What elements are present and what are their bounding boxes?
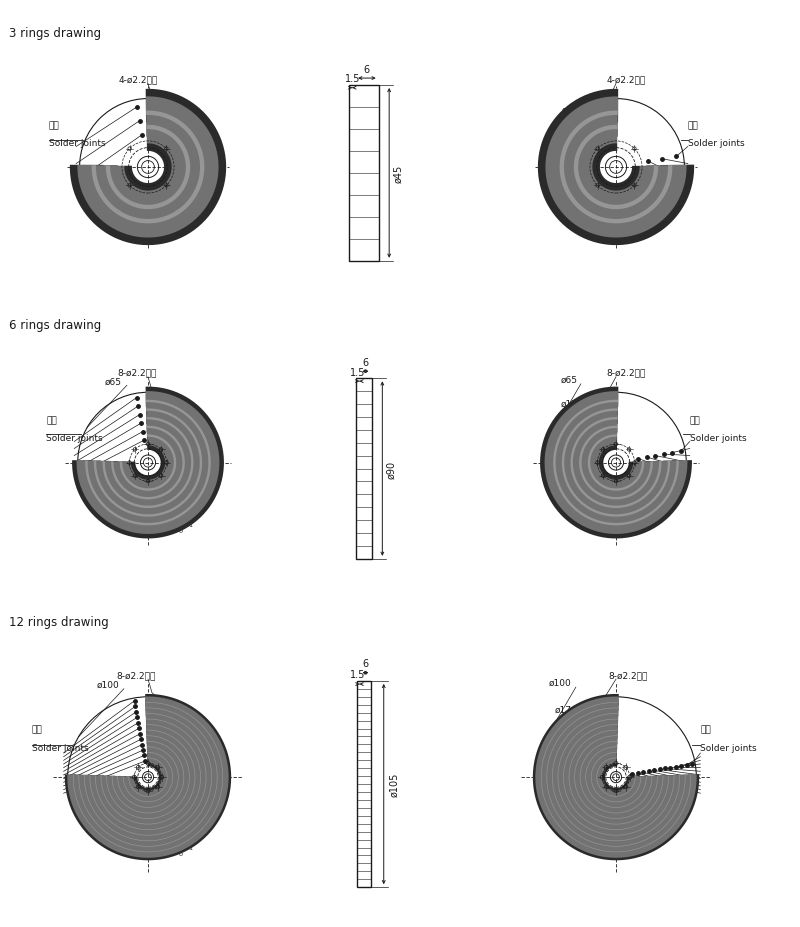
Bar <box>357 379 371 559</box>
Text: Solder joints: Solder joints <box>31 743 88 753</box>
Text: 3 rings drawing: 3 rings drawing <box>9 27 101 40</box>
Text: ø12.7$^{+0.1}_{\ 0}$: ø12.7$^{+0.1}_{\ 0}$ <box>609 223 651 239</box>
Text: ø12.7$^{+0.1}_{\ 0}$: ø12.7$^{+0.1}_{\ 0}$ <box>608 843 650 858</box>
Text: ø12.7$^{+0.1}_{\ 0}$: ø12.7$^{+0.1}_{\ 0}$ <box>609 521 650 536</box>
Text: ø12.7$^{+0.1}_{\ 0}$: ø12.7$^{+0.1}_{\ 0}$ <box>151 521 193 536</box>
Text: ø90: ø90 <box>387 460 397 478</box>
Text: Solder joints: Solder joints <box>688 139 745 148</box>
Text: 焊点: 焊点 <box>690 415 701 425</box>
Text: 8-ø2.2均布: 8-ø2.2均布 <box>607 368 646 377</box>
Text: 8-ø2.2均布: 8-ø2.2均布 <box>118 368 157 377</box>
Bar <box>357 681 371 887</box>
Text: ø65: ø65 <box>560 375 578 385</box>
Text: ø17: ø17 <box>555 705 572 714</box>
Text: ø17: ø17 <box>172 710 189 719</box>
Text: 焊点: 焊点 <box>688 121 698 130</box>
Text: 6: 6 <box>364 65 370 74</box>
Text: 1.5: 1.5 <box>350 669 366 679</box>
Text: ø12.7$^{+0.1}_{\ 0}$: ø12.7$^{+0.1}_{\ 0}$ <box>152 843 194 858</box>
Text: 1.5: 1.5 <box>350 367 366 377</box>
Text: ø100: ø100 <box>97 680 119 689</box>
Text: ø17: ø17 <box>169 404 186 413</box>
Text: 8-ø2.2均布: 8-ø2.2均布 <box>608 670 648 679</box>
Text: ø17: ø17 <box>562 105 578 114</box>
Text: 4-ø2.2均布: 4-ø2.2均布 <box>606 75 646 84</box>
Text: Solder joints: Solder joints <box>700 743 757 753</box>
Bar <box>350 86 378 261</box>
Text: 焊点: 焊点 <box>46 415 57 425</box>
Text: 1.5: 1.5 <box>345 74 360 84</box>
Text: 6: 6 <box>362 357 369 367</box>
Text: Solder joints: Solder joints <box>690 434 746 442</box>
Text: ø65: ø65 <box>104 377 122 386</box>
Text: 12 rings drawing: 12 rings drawing <box>9 616 108 629</box>
Text: 焊点: 焊点 <box>49 121 59 130</box>
Text: ø12.7$^{+0.1}_{\ 0}$: ø12.7$^{+0.1}_{\ 0}$ <box>151 223 193 239</box>
Text: 焊点: 焊点 <box>31 724 42 733</box>
Text: ø17: ø17 <box>560 399 578 408</box>
Text: ø105: ø105 <box>389 772 399 796</box>
Text: 焊点: 焊点 <box>700 724 711 733</box>
Text: 4-ø2.2均布: 4-ø2.2均布 <box>118 75 158 84</box>
Text: Solder joints: Solder joints <box>46 434 102 442</box>
Text: 6: 6 <box>362 658 369 667</box>
Text: 8-ø2.2均布: 8-ø2.2均布 <box>116 670 156 679</box>
Text: Solder joints: Solder joints <box>49 139 106 148</box>
Text: 6 rings drawing: 6 rings drawing <box>9 319 101 332</box>
Text: ø45: ø45 <box>394 165 403 183</box>
Text: ø100: ø100 <box>549 679 572 688</box>
Text: ø17: ø17 <box>169 110 186 119</box>
